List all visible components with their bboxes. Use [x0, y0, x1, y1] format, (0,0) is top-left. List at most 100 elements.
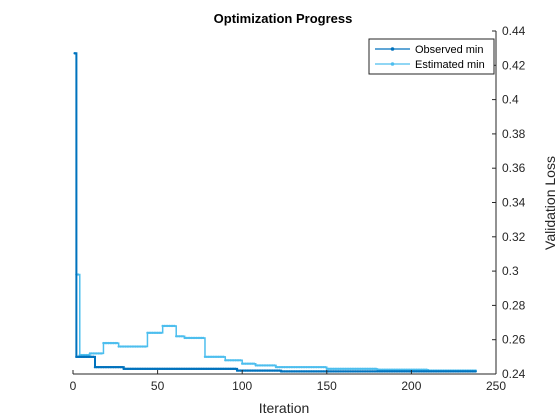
series-marker-estimated-min — [290, 365, 293, 369]
series-marker-estimated-min — [136, 345, 139, 348]
series-marker-observed-min — [352, 370, 356, 373]
series-marker-estimated-min — [197, 336, 200, 340]
series-marker-observed-min — [328, 370, 332, 373]
series-marker-observed-min — [423, 370, 427, 373]
series-marker-observed-min — [227, 367, 230, 371]
series-marker-observed-min — [153, 367, 156, 371]
series-marker-estimated-min — [423, 368, 427, 371]
series-marker-estimated-min — [411, 368, 415, 371]
series-marker-estimated-min — [291, 365, 295, 369]
series-marker-observed-min — [203, 367, 207, 371]
series-marker-estimated-min — [173, 324, 176, 328]
series-marker-observed-min — [234, 367, 237, 371]
series-marker-estimated-min — [350, 367, 354, 371]
series-marker-estimated-min — [315, 365, 318, 369]
series-marker-estimated-min — [359, 367, 362, 371]
series-marker-estimated-min — [120, 345, 124, 348]
series-marker-observed-min — [93, 365, 97, 369]
series-marker-observed-min — [127, 367, 131, 371]
series-marker-estimated-min — [246, 362, 249, 365]
series-marker-estimated-min — [103, 341, 107, 345]
series-marker-observed-min — [180, 367, 183, 371]
series-marker-observed-min — [442, 370, 445, 373]
series-marker-observed-min — [464, 370, 467, 373]
series-marker-estimated-min — [301, 365, 305, 369]
series-marker-observed-min — [115, 365, 119, 369]
series-marker-observed-min — [81, 355, 85, 359]
series-marker-estimated-min — [198, 336, 202, 340]
y-tick-label: 0.32 — [502, 230, 526, 244]
series-marker-observed-min — [114, 365, 117, 369]
series-marker-estimated-min — [328, 367, 332, 371]
series-marker-estimated-min — [88, 352, 92, 355]
series-marker-observed-min — [244, 369, 247, 372]
series-marker-estimated-min — [163, 324, 166, 328]
series-marker-estimated-min — [416, 368, 420, 371]
series-marker-estimated-min — [232, 359, 235, 362]
series-marker-observed-min — [327, 370, 330, 373]
series-marker-estimated-min — [413, 368, 416, 371]
series-marker-estimated-min — [156, 331, 159, 335]
series-marker-observed-min — [102, 365, 105, 369]
series-marker-estimated-min — [127, 345, 131, 348]
series-marker-observed-min — [237, 369, 241, 372]
series-marker-observed-min — [308, 370, 312, 373]
series-marker-estimated-min — [180, 335, 183, 338]
series-marker-observed-min — [186, 367, 190, 371]
series-marker-observed-min — [310, 370, 313, 373]
series-marker-estimated-min — [144, 345, 147, 348]
series-marker-observed-min — [359, 370, 362, 373]
series-marker-observed-min — [391, 370, 394, 373]
series-marker-estimated-min — [356, 367, 359, 371]
series-marker-estimated-min — [310, 365, 313, 369]
series-marker-estimated-min — [251, 362, 254, 365]
x-tick-label: 100 — [232, 379, 252, 393]
series-marker-observed-min — [95, 365, 98, 369]
series-marker-estimated-min — [256, 364, 259, 367]
series-marker-estimated-min — [202, 336, 205, 340]
series-marker-estimated-min — [220, 355, 224, 359]
series-marker-estimated-min — [164, 324, 168, 328]
series-marker-estimated-min — [237, 359, 241, 362]
series-marker-observed-min — [169, 367, 173, 371]
y-tick-label: 0.36 — [502, 161, 526, 175]
series-marker-observed-min — [274, 369, 278, 372]
series-marker-estimated-min — [190, 336, 193, 340]
series-marker-observed-min — [200, 367, 203, 371]
series-marker-observed-min — [295, 370, 298, 373]
series-marker-estimated-min — [176, 335, 180, 338]
series-marker-observed-min — [205, 367, 208, 371]
series-marker-observed-min — [98, 365, 102, 369]
y-tick-label: 0.42 — [502, 58, 526, 72]
series-marker-observed-min — [332, 370, 335, 373]
series-marker-observed-min — [132, 367, 136, 371]
series-marker-estimated-min — [183, 336, 186, 340]
series-marker-estimated-min — [327, 367, 330, 371]
series-marker-estimated-min — [107, 341, 110, 345]
series-marker-observed-min — [264, 369, 268, 372]
series-marker-estimated-min — [286, 365, 290, 369]
series-marker-estimated-min — [134, 345, 137, 348]
series-marker-estimated-min — [400, 368, 403, 371]
series-marker-estimated-min — [219, 355, 222, 359]
series-marker-observed-min — [254, 369, 257, 372]
series-marker-estimated-min — [244, 362, 247, 365]
series-marker-observed-min — [357, 370, 361, 373]
series-marker-estimated-min — [119, 345, 122, 348]
series-marker-estimated-min — [322, 365, 325, 369]
series-marker-observed-min — [396, 370, 400, 373]
series-marker-estimated-min — [76, 273, 80, 276]
series-marker-observed-min — [367, 370, 371, 373]
series-marker-observed-min — [366, 370, 369, 373]
series-marker-estimated-min — [386, 368, 389, 371]
series-marker-observed-min — [457, 370, 460, 373]
series-marker-estimated-min — [212, 355, 215, 359]
series-marker-observed-min — [207, 367, 210, 371]
series-marker-observed-min — [398, 370, 401, 373]
series-marker-estimated-min — [208, 355, 212, 359]
series-marker-estimated-min — [147, 331, 151, 335]
series-marker-observed-min — [163, 367, 166, 371]
series-marker-observed-min — [256, 369, 259, 372]
series-marker-observed-min — [225, 367, 229, 371]
series-marker-estimated-min — [105, 341, 109, 345]
